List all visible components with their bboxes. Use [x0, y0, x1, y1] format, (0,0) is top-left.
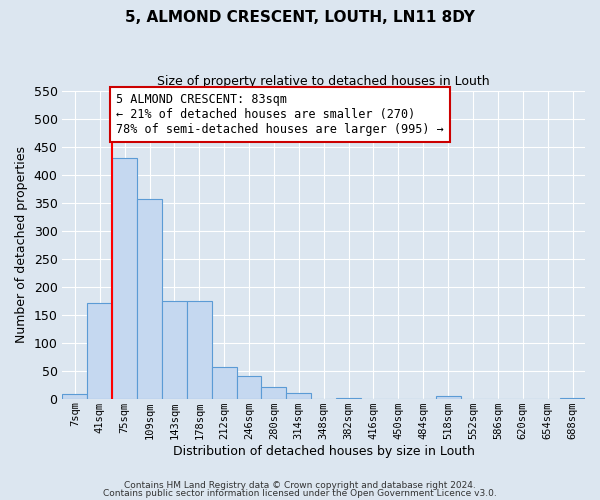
Bar: [137, 198, 162, 398]
Bar: [236, 376, 262, 398]
Y-axis label: Number of detached properties: Number of detached properties: [15, 146, 28, 343]
Text: Contains public sector information licensed under the Open Government Licence v3: Contains public sector information licen…: [103, 488, 497, 498]
Bar: [162, 300, 187, 398]
Bar: [262, 388, 286, 398]
Bar: [187, 300, 212, 398]
Text: 5 ALMOND CRESCENT: 83sqm
← 21% of detached houses are smaller (270)
78% of semi-: 5 ALMOND CRESCENT: 83sqm ← 21% of detach…: [116, 94, 443, 136]
X-axis label: Distribution of detached houses by size in Louth: Distribution of detached houses by size …: [173, 444, 475, 458]
Bar: [212, 366, 236, 398]
Title: Size of property relative to detached houses in Louth: Size of property relative to detached ho…: [157, 75, 490, 88]
Bar: [88, 304, 112, 398]
Text: Contains HM Land Registry data © Crown copyright and database right 2024.: Contains HM Land Registry data © Crown c…: [124, 481, 476, 490]
Bar: [286, 393, 311, 398]
Bar: [62, 394, 88, 398]
Text: 5, ALMOND CRESCENT, LOUTH, LN11 8DY: 5, ALMOND CRESCENT, LOUTH, LN11 8DY: [125, 10, 475, 25]
Bar: [112, 158, 137, 398]
Bar: [436, 396, 461, 398]
